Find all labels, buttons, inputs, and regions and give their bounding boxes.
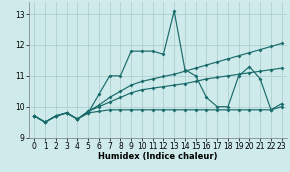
X-axis label: Humidex (Indice chaleur): Humidex (Indice chaleur) [98, 152, 218, 161]
